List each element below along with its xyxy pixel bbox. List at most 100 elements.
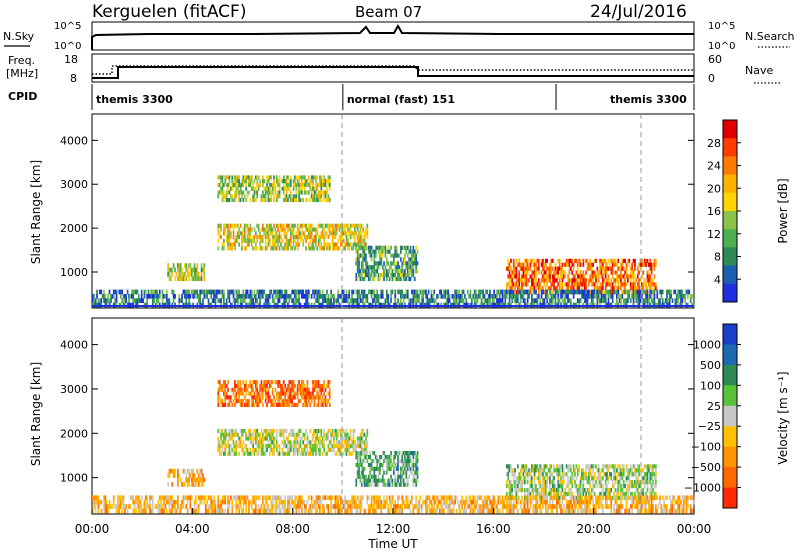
data-cell	[590, 298, 593, 303]
data-cell	[239, 380, 242, 385]
data-cell	[416, 298, 419, 303]
data-cell	[406, 478, 409, 483]
data-cell	[259, 432, 261, 437]
data-cell	[190, 276, 193, 282]
data-cell	[670, 294, 672, 299]
data-cell	[655, 258, 657, 263]
data-cell	[315, 289, 317, 295]
data-cell	[632, 286, 635, 291]
data-cell	[248, 436, 250, 441]
data-cell	[323, 298, 325, 303]
data-cell	[614, 480, 617, 485]
data-cell	[239, 198, 242, 203]
data-cell	[395, 482, 398, 487]
data-cell	[306, 432, 309, 437]
data-cell	[412, 478, 415, 483]
data-cell	[496, 294, 498, 299]
data-cell	[321, 402, 324, 407]
data-cell	[302, 387, 305, 392]
data-cell	[571, 480, 574, 485]
data-cell	[628, 484, 631, 489]
data-cell	[590, 266, 593, 271]
data-cell	[296, 387, 299, 392]
data-cell	[650, 266, 653, 271]
data-cell	[295, 235, 298, 240]
data-cell	[264, 186, 267, 191]
data-cell	[267, 194, 270, 199]
data-cell	[599, 282, 601, 287]
data-cell	[308, 399, 310, 404]
data-cell	[316, 298, 319, 303]
data-cell	[363, 269, 366, 274]
data-cell	[519, 488, 522, 493]
data-cell	[367, 462, 370, 468]
data-cell	[97, 508, 100, 514]
data-cell	[641, 468, 643, 473]
data-cell	[260, 289, 263, 295]
data-cell	[273, 235, 275, 240]
data-cell	[259, 179, 261, 184]
data-cell	[540, 484, 543, 489]
data-cell	[221, 383, 224, 388]
data-cell	[228, 399, 231, 404]
data-cell	[306, 383, 309, 388]
power-colorbar-label: Power [dB]	[776, 178, 790, 243]
data-cell	[349, 235, 352, 240]
data-cell	[582, 274, 585, 279]
data-cell	[262, 451, 264, 456]
data-cell	[256, 183, 259, 188]
data-cell	[143, 289, 146, 295]
data-cell	[519, 286, 522, 291]
data-cell	[275, 194, 278, 199]
data-cell	[404, 455, 406, 460]
data-cell	[526, 262, 529, 267]
data-cell	[298, 242, 300, 247]
data-cell	[362, 451, 364, 456]
data-cell	[250, 387, 253, 392]
data-cell	[284, 451, 286, 456]
data-cell	[282, 175, 285, 180]
data-cell	[238, 231, 240, 236]
data-cell	[232, 451, 235, 456]
data-cell	[599, 266, 601, 271]
data-cell	[535, 484, 537, 489]
data-cell	[611, 294, 614, 299]
data-cell	[341, 235, 344, 240]
data-cell	[294, 289, 296, 295]
data-cell	[638, 290, 640, 295]
data-cell	[121, 508, 123, 514]
data-cell	[160, 495, 162, 501]
data-cell	[376, 289, 378, 295]
data-cell	[531, 464, 533, 469]
data-cell	[638, 468, 640, 473]
data-cell	[334, 235, 337, 240]
data-cell	[585, 286, 587, 291]
data-cell	[611, 495, 614, 501]
data-cell	[256, 175, 259, 180]
data-cell	[522, 298, 525, 303]
data-cell	[323, 238, 325, 243]
data-cell	[689, 294, 692, 299]
data-cell	[374, 269, 377, 274]
data-cell	[252, 246, 254, 251]
data-cell	[359, 474, 362, 479]
data-cell	[313, 235, 316, 240]
data-cell	[607, 289, 610, 295]
data-cell	[239, 387, 242, 392]
data-cell	[308, 451, 310, 456]
data-cell	[282, 179, 285, 184]
data-cell	[564, 294, 567, 299]
data-cell	[228, 432, 231, 437]
data-cell	[328, 246, 331, 251]
data-cell	[218, 387, 221, 392]
data-cell	[352, 246, 355, 251]
data-cell	[282, 190, 285, 195]
data-cell	[390, 462, 392, 468]
data-cell	[315, 190, 317, 195]
data-cell	[650, 491, 653, 497]
data-cell	[374, 466, 377, 471]
data-cell	[589, 258, 592, 263]
data-cell	[299, 436, 302, 441]
data-cell	[379, 261, 381, 266]
data-cell	[257, 227, 260, 232]
